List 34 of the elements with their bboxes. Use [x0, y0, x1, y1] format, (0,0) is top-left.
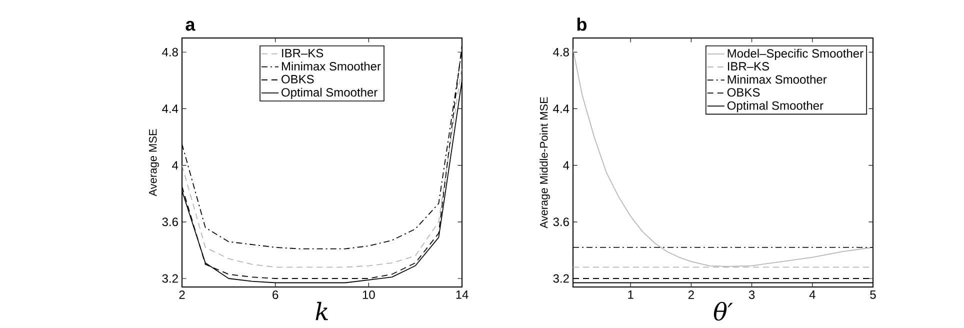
legend-label: Model–Specific Smoother [728, 48, 864, 60]
y-tick-label: 3.6 [162, 218, 178, 226]
y-tick-label: 4.8 [553, 48, 569, 56]
x-tick-label: 3 [748, 290, 755, 300]
y-tick-label: 4.4 [162, 104, 178, 113]
y-tick-label: 4 [563, 161, 570, 170]
legend-label: Optimal Smoother [282, 88, 378, 99]
chart-title: b [577, 18, 586, 31]
x-tick-label: 4 [809, 290, 816, 299]
x-tick-label: 5 [870, 290, 876, 299]
y-tick-label: 4.4 [553, 104, 570, 113]
legend-label: OBKS [727, 88, 760, 97]
y-tick-label: 3.2 [553, 274, 569, 283]
x-tick-label: 1 [628, 290, 634, 299]
x-tick-label: 14 [456, 290, 468, 299]
x-axis-title: θ′ [714, 302, 733, 321]
y-tick-label: 3.2 [162, 274, 178, 283]
x-tick-label: 10 [362, 290, 375, 300]
y-tick-label: 4.8 [162, 48, 178, 56]
y-tick-label: 3.6 [553, 218, 569, 226]
legend-label: IBR–KS [282, 48, 324, 58]
y-axis-title: Average Middle-Point MSE [540, 97, 550, 228]
legend-label: OBKS [282, 74, 314, 84]
legend-label: Optimal Smoother [727, 101, 824, 112]
y-tick-label: 4 [172, 161, 178, 170]
legend-label: Minimax Smoother [282, 62, 381, 71]
x-tick-label: 2 [688, 290, 694, 299]
legend-label: IBR–KS [728, 62, 769, 71]
legend-label: Minimax Smoother [728, 74, 827, 84]
x-tick-label: 2 [179, 290, 185, 299]
x-tick-label: 6 [272, 290, 278, 300]
y-axis-title: Average MSE [148, 129, 159, 196]
x-axis-title: k [316, 302, 328, 320]
chart-title: a [186, 20, 196, 31]
